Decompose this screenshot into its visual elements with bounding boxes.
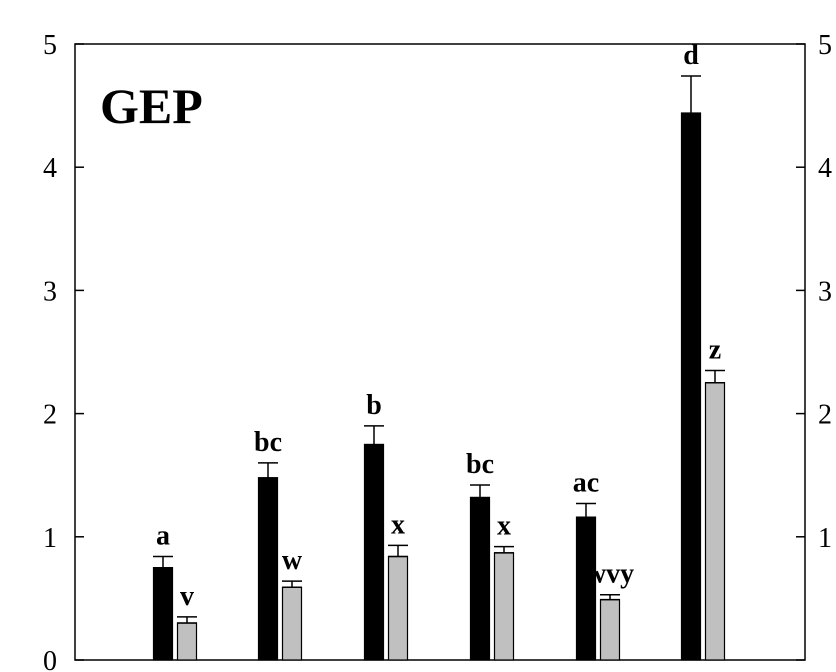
left-y-tick-label: 4 xyxy=(43,153,57,184)
bar-series2 xyxy=(281,586,303,661)
significance-letter: d xyxy=(683,40,699,71)
significance-letter: ac xyxy=(573,468,599,499)
bar-series1 xyxy=(469,496,491,661)
right-y-tick-label: 4 xyxy=(818,153,832,184)
significance-letter: v xyxy=(180,581,194,612)
bar-series2 xyxy=(387,555,409,661)
significance-letter: bc xyxy=(466,449,494,480)
right-y-tick-label: 3 xyxy=(818,276,832,307)
right-y-tick-label: 2 xyxy=(818,400,832,431)
significance-letter: x xyxy=(391,509,405,540)
bar-series1 xyxy=(363,443,385,661)
significance-letter: wvy xyxy=(586,559,634,590)
significance-letter: w xyxy=(282,545,303,576)
significance-letter: z xyxy=(709,334,721,365)
left-y-tick-label: 1 xyxy=(43,523,57,554)
significance-letter: bc xyxy=(254,427,282,458)
bar-series1 xyxy=(152,566,174,661)
right-y-axis: 1 2 3 4 5 xyxy=(796,30,832,661)
significance-letter: x xyxy=(497,511,511,542)
bar-series2 xyxy=(704,382,726,661)
left-y-tick-label: 3 xyxy=(43,276,57,307)
left-y-tick-label: 0 xyxy=(43,646,57,672)
bar-series2 xyxy=(493,552,515,661)
bar-groups: a bc b bc ac d v w x x wvy z xyxy=(152,40,726,661)
bar-series2 xyxy=(599,599,621,661)
left-y-axis: 0 1 2 3 4 5 xyxy=(43,30,84,672)
bar-series2 xyxy=(176,622,198,661)
left-y-tick-label: 5 xyxy=(43,30,57,61)
left-y-tick-label: 2 xyxy=(43,400,57,431)
panel-title: GEP xyxy=(100,78,203,134)
significance-letter: a xyxy=(156,521,170,552)
right-y-tick-label: 5 xyxy=(818,30,832,61)
bar-series1 xyxy=(680,112,702,661)
right-y-tick-label: 1 xyxy=(818,523,832,554)
significance-letter: b xyxy=(366,390,382,421)
plot-frame xyxy=(74,43,806,661)
bar-series1 xyxy=(257,477,279,661)
